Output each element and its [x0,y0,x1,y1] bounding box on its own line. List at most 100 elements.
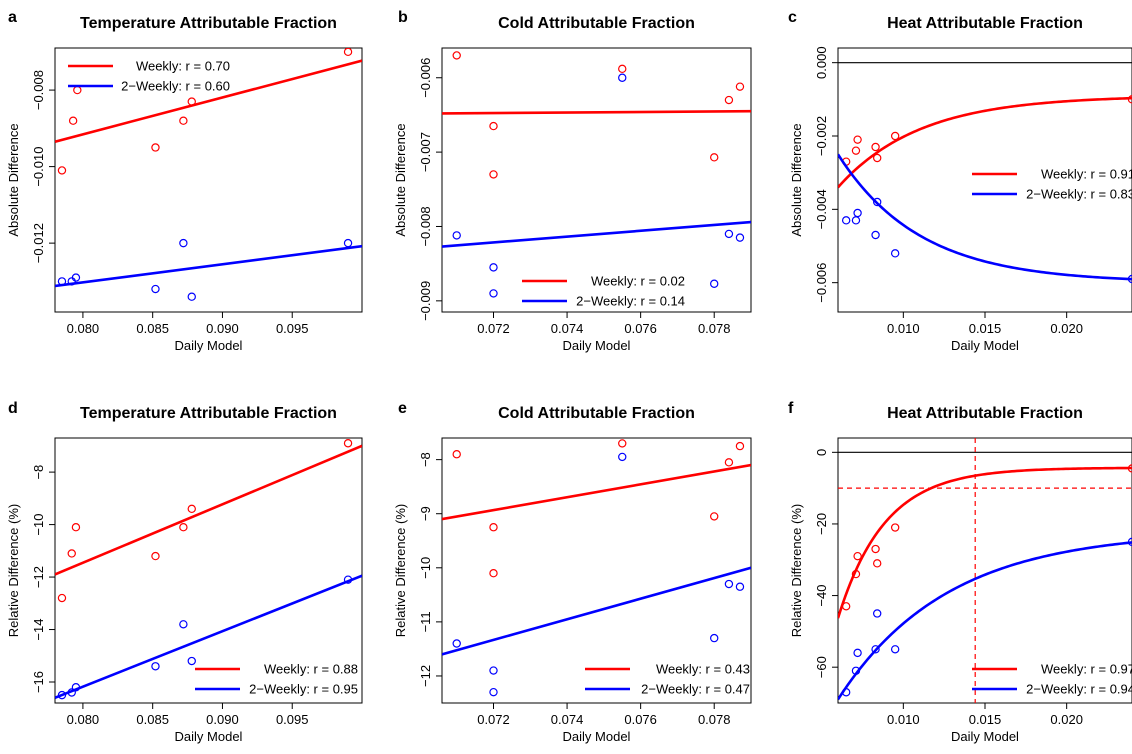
data-point [873,153,882,163]
data-point [871,645,880,654]
data-point [73,85,82,95]
data-point [151,662,160,671]
data-point [841,602,851,611]
y-tick-label: −0.006 [814,263,829,303]
legend: Weekly: r = 0.91 2−Weekly: r = 0.83 [972,167,1132,202]
data-point [179,523,188,532]
y-tick-label: −8 [31,465,46,480]
data-point [1127,95,1132,104]
data-point [489,263,498,272]
data-point [452,639,461,648]
legend-label: 2−Weekly: r = 0.60 [121,79,230,94]
data-point [710,279,719,288]
y-tick-label: −0.008 [31,70,46,110]
data-point [724,95,734,105]
data-point [841,216,851,225]
x-tick-label: 0.085 [136,712,169,727]
data-point [187,656,196,666]
plot-area [55,48,362,301]
series-biweekly [442,73,751,298]
chart-title: Temperature Attributable Fraction [80,15,337,32]
x-tick-label: 0.072 [477,321,510,336]
data-point [618,452,627,462]
data-point [853,135,862,144]
data-point [67,549,76,558]
data-point [873,609,882,618]
data-point [187,504,196,514]
data-point [489,687,498,697]
x-tick-label: 0.074 [551,321,584,336]
panel-d: d Temperature Attributable Fraction 0.080 0… [6,400,363,744]
x-tick-label: 0.095 [276,321,309,336]
data-point [452,231,461,240]
y-tick-label: −8 [418,452,433,467]
panel-letter: d [8,400,18,417]
y-tick-label: −0.007 [418,132,433,172]
data-point [151,284,160,294]
y-axis-label: Relative Difference (%) [6,504,21,637]
data-point [489,523,498,532]
data-point [851,569,861,579]
series-biweekly [442,452,751,697]
data-point [343,238,353,248]
data-point [67,688,76,697]
data-point [1127,464,1132,473]
chart-title: Heat Attributable Fraction [887,405,1083,422]
data-point [873,197,882,207]
y-tick-label: 0 [814,449,829,456]
x-tick-label: 0.076 [624,321,657,336]
fit-curve [838,96,1132,189]
panel-c: c Heat Attributable Fraction 0.010 0.015 0.0… [788,9,1132,353]
y-tick-label: −0.008 [418,206,433,246]
y-tick-label: −0.002 [814,116,829,156]
y-tick-label: −0.004 [814,189,829,229]
data-point [179,116,188,125]
legend: Weekly: r = 0.70 2−Weekly: r = 0.60 [68,59,230,94]
x-tick-label: 0.015 [969,712,1002,727]
fit-curve [838,153,1132,281]
legend-label: Weekly: r = 0.43 [656,662,750,677]
series-biweekly [55,238,362,301]
series-weekly [838,464,1132,619]
data-point [724,579,734,589]
data-point [489,170,498,179]
legend-label: 2−Weekly: r = 0.94 [1026,682,1132,697]
x-tick-label: 0.090 [206,712,239,727]
fit-line [442,109,751,115]
fit-line [442,566,751,656]
data-point [710,633,719,643]
chart-title: Cold Attributable Fraction [498,15,695,32]
data-point [57,166,67,175]
x-tick-label: 0.020 [1050,321,1083,336]
data-point [57,593,67,603]
data-point [618,439,627,448]
series-biweekly [55,574,362,700]
fit-line [442,463,751,521]
data-point [841,688,851,697]
data-point [71,523,81,532]
data-point [57,277,67,286]
y-axis-label: Absolute Difference [393,123,408,236]
legend-label: 2−Weekly: r = 0.14 [576,294,685,309]
x-axis-label: Daily Model [951,729,1019,744]
fit-curve [838,466,1132,619]
legend-label: Weekly: r = 0.88 [264,662,358,677]
panel-b: b Cold Attributable Fraction 0.072 0.074 0.0… [393,9,752,353]
y-tick-label: −14 [31,619,46,641]
data-point [724,229,734,239]
data-point [853,208,862,218]
data-point [735,82,745,91]
y-tick-label: −10 [418,557,433,579]
panel-e: e Cold Attributable Fraction 0.072 0.074 0.0… [393,400,752,744]
data-point [853,648,862,658]
legend-label: Weekly: r = 0.97 [1041,662,1132,677]
legend: Weekly: r = 0.43 2−Weekly: r = 0.47 [585,662,750,697]
y-axis-label: Relative Difference (%) [789,504,804,637]
x-tick-label: 0.015 [969,321,1002,336]
fit-curve [838,541,1132,701]
fit-line [55,244,362,288]
x-tick-label: 0.020 [1050,712,1083,727]
data-point [343,48,353,57]
